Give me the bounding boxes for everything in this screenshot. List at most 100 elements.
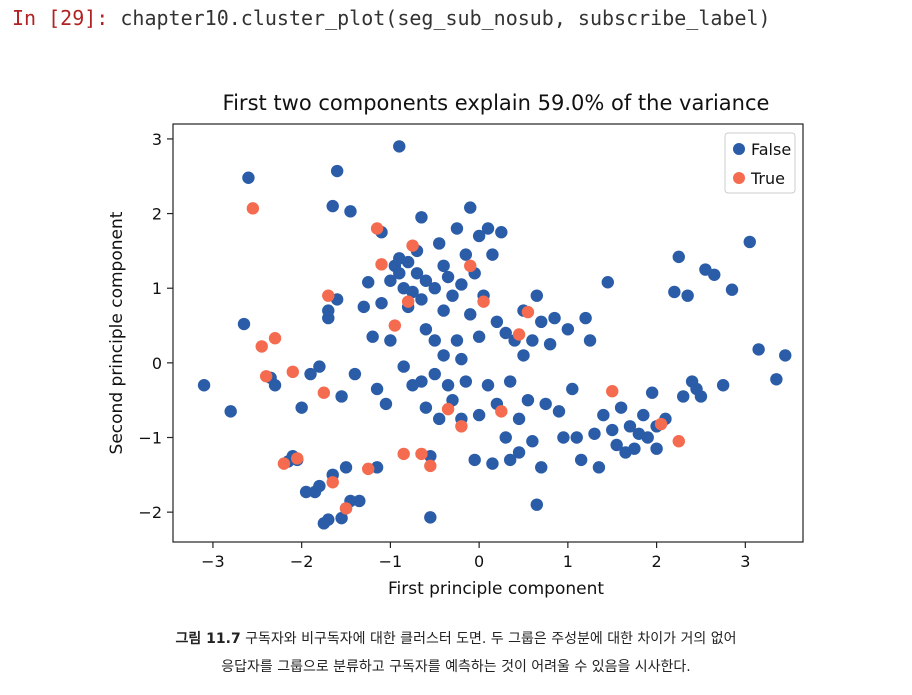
scatter-point-false	[344, 205, 357, 218]
scatter-point-false	[313, 360, 326, 373]
figure-caption-text-1: 구독자와 비구독자에 대한 클러스터 도면. 두 그룹은 주성분에 대한 차이가…	[245, 631, 737, 647]
scatter-point-true	[521, 305, 535, 319]
scatter-point-false	[353, 494, 366, 508]
x-tick-label: 1	[563, 552, 573, 571]
legend-label-true: True	[750, 169, 785, 188]
scatter-point-false	[716, 379, 730, 392]
scatter-point-false	[437, 259, 450, 273]
scatter-point-false	[428, 282, 441, 295]
scatter-point-true	[339, 502, 353, 515]
scatter-point-false	[610, 438, 623, 452]
scatter-point-false	[322, 304, 335, 317]
scatter-point-false	[694, 390, 708, 403]
scatter-point-false	[637, 408, 650, 422]
figure-caption-label: 그림 11.7	[175, 631, 241, 647]
scatter-point-true	[246, 202, 260, 215]
scatter-point-false	[486, 457, 499, 470]
figure-caption-line-2: 응답자를 그룹으로 분류하고 구독자를 예측하는 것이 어려울 수 있음을 시사…	[0, 656, 912, 676]
scatter-point-true	[406, 239, 419, 252]
scatter-point-false	[779, 349, 792, 362]
scatter-point-false	[415, 375, 428, 388]
scatter-point-false	[472, 408, 486, 422]
scatter-point-true	[495, 405, 508, 418]
scatter-point-false	[397, 360, 410, 373]
data-points	[197, 140, 792, 530]
scatter-point-false	[224, 405, 237, 418]
scatter-point-false	[530, 498, 544, 511]
scatter-point-false	[393, 267, 406, 280]
scatter-point-false	[428, 334, 441, 347]
y-tick-label: 1	[152, 279, 162, 298]
scatter-point-true	[654, 417, 668, 431]
scatter-point-false	[242, 171, 255, 184]
scatter-point-false	[645, 386, 659, 399]
scatter-point-false	[384, 274, 397, 287]
scatter-point-false	[481, 379, 495, 392]
scatter-point-false	[672, 250, 685, 264]
legend-label-false: False	[751, 140, 791, 159]
x-tick-label: −3	[201, 552, 225, 571]
scatter-point-false	[450, 334, 464, 347]
scatter-point-false	[614, 401, 628, 414]
scatter-point-true	[277, 457, 291, 470]
scatter-point-false	[437, 304, 450, 317]
scatter-point-true	[259, 370, 273, 383]
scatter-point-false	[464, 201, 477, 214]
scatter-point-false	[424, 511, 437, 524]
scatter-point-false	[441, 379, 455, 392]
chart-title: First two components explain 59.0% of th…	[223, 91, 770, 115]
scatter-point-false	[490, 315, 504, 329]
scatter-point-false	[512, 446, 526, 459]
scatter-point-false	[299, 485, 313, 499]
scatter-point-false	[486, 248, 499, 261]
scatter-point-false	[410, 267, 424, 280]
scatter-point-true	[255, 340, 268, 353]
x-tick-label: 2	[651, 552, 661, 571]
scatter-point-false	[450, 222, 464, 235]
scatter-point-false	[503, 375, 517, 388]
scatter-point-false	[708, 268, 721, 281]
scatter-point-false	[268, 379, 282, 392]
scatter-point-false	[330, 164, 344, 178]
code-cell-input: In [29]: chapter10.cluster_plot(seg_sub_…	[12, 6, 771, 30]
scatter-point-false	[415, 211, 428, 224]
scatter-point-false	[419, 323, 433, 336]
scatter-point-false	[197, 379, 211, 392]
plot-frame	[172, 123, 804, 543]
scatter-point-false	[335, 511, 348, 525]
scatter-point-false	[681, 289, 694, 302]
scatter-point-false	[561, 323, 575, 336]
scatter-point-true	[401, 295, 415, 308]
scatter-point-true	[424, 459, 437, 473]
scatter-point-true	[322, 289, 335, 302]
scatter-point-false	[464, 308, 477, 321]
scatter-point-false	[512, 412, 526, 426]
scatter-point-false	[446, 289, 459, 302]
scatter-point-false	[628, 442, 641, 455]
scatter-point-true	[397, 447, 410, 461]
x-tick-label: 3	[740, 552, 750, 571]
scatter-point-false	[304, 367, 317, 381]
x-axis-label: First principle component	[388, 579, 604, 599]
scatter-point-false	[339, 461, 353, 474]
scatter-point-false	[419, 401, 433, 414]
scatter-point-false	[375, 296, 388, 310]
scatter-point-false	[583, 334, 597, 347]
scatter-point-false	[441, 270, 455, 284]
y-tick-label: 3	[152, 130, 162, 149]
scatter-point-true	[388, 319, 402, 332]
x-tick-label: −2	[290, 552, 314, 571]
scatter-point-false	[379, 397, 393, 411]
chart-legend: False True	[724, 132, 796, 194]
scatter-point-true	[326, 476, 339, 489]
scatter-point-true	[606, 385, 619, 398]
scatter-point-true	[362, 462, 375, 476]
scatter-point-false	[468, 453, 481, 467]
scatter-point-false	[601, 276, 614, 289]
y-tick-label: −2	[138, 503, 162, 522]
scatter-point-false	[535, 461, 548, 474]
scatter-point-false	[641, 431, 654, 444]
scatter-point-false	[406, 285, 419, 299]
cell-code: chapter10.cluster_plot(seg_sub_nosub, su…	[120, 6, 771, 30]
